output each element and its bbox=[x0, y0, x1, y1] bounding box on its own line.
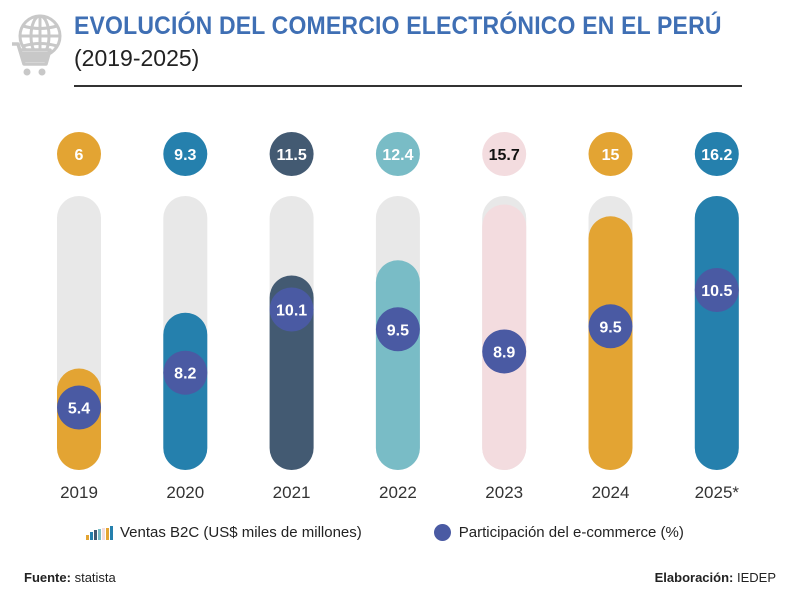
year-label: 2019 bbox=[60, 483, 98, 502]
legend-label-sales: Ventas B2C (US$ miles de millones) bbox=[120, 524, 362, 541]
legend-bar-swatch bbox=[98, 528, 101, 540]
share-dot bbox=[694, 268, 739, 312]
chart-title: EVOLUCIÓN DEL COMERCIO ELECTRÓNICO EN EL… bbox=[74, 12, 722, 40]
share-dot bbox=[482, 329, 527, 374]
share-value-label: 8.9 bbox=[493, 344, 515, 361]
sales-value-label: 15.7 bbox=[489, 147, 520, 164]
legend: Ventas B2C (US$ miles de millones) Parti… bbox=[86, 524, 756, 541]
legend-bar-swatch bbox=[102, 527, 105, 540]
legend-bar-swatch bbox=[86, 534, 89, 540]
sales-value-badge bbox=[482, 132, 527, 176]
share-dot bbox=[163, 350, 208, 395]
sales-value-label: 6 bbox=[75, 147, 84, 164]
sales-value-badge bbox=[694, 132, 739, 176]
legend-item-share: Participación del e-commerce (%) bbox=[433, 524, 684, 541]
sales-value-label: 11.5 bbox=[276, 147, 306, 164]
sales-value-label: 16.2 bbox=[701, 147, 732, 164]
year-label: 2022 bbox=[379, 483, 417, 502]
legend-bar-swatch bbox=[106, 527, 109, 540]
legend-bar-swatch bbox=[90, 531, 93, 540]
source-value: statista bbox=[74, 570, 116, 585]
credit-note: Elaboración: IEDEP bbox=[655, 570, 776, 585]
year-label: 2020 bbox=[166, 483, 204, 502]
sales-value-label: 15 bbox=[602, 147, 620, 164]
title-divider bbox=[74, 85, 742, 87]
share-value-label: 9.5 bbox=[387, 322, 409, 339]
sales-bar bbox=[375, 260, 420, 470]
share-value-label: 9.5 bbox=[599, 319, 621, 336]
year-label: 2023 bbox=[485, 483, 523, 502]
sales-bar bbox=[694, 196, 739, 470]
sales-value-label: 9.3 bbox=[174, 147, 196, 164]
year-label: 2024 bbox=[592, 483, 630, 502]
credit-label: Elaboración: bbox=[654, 570, 734, 585]
sales-value-badge bbox=[269, 132, 314, 176]
year-label: 2025* bbox=[695, 483, 740, 502]
dot-icon bbox=[433, 524, 451, 541]
sales-value-badge bbox=[57, 132, 101, 176]
share-value-label: 10.1 bbox=[276, 302, 307, 319]
share-value-label: 8.2 bbox=[174, 366, 196, 383]
share-value-label: 10.5 bbox=[701, 283, 732, 300]
share-dot bbox=[269, 287, 314, 332]
legend-item-sales: Ventas B2C (US$ miles de millones) bbox=[86, 524, 362, 541]
legend-bar-swatch bbox=[94, 529, 97, 540]
share-dot bbox=[588, 304, 633, 349]
bar-chart-icon bbox=[86, 525, 114, 540]
credit-value: IEDEP bbox=[736, 570, 776, 585]
chart-area: 6 5.4 2019 9.3 8.2 2020 11.5 10.1 2021 12.4 9.5 202… bbox=[57, 132, 740, 502]
share-dot bbox=[57, 385, 101, 430]
sales-value-badge bbox=[375, 132, 420, 176]
share-dot bbox=[375, 307, 420, 352]
chart-subtitle: (2019-2025) bbox=[74, 45, 200, 71]
sales-value-badge bbox=[163, 132, 208, 176]
sales-value-label: 12.4 bbox=[382, 147, 413, 164]
source-note: Fuente: statista bbox=[24, 570, 116, 585]
share-value-label: 5.4 bbox=[68, 401, 90, 418]
legend-label-share: Participación del e-commerce (%) bbox=[458, 524, 684, 541]
legend-bar-swatch bbox=[110, 525, 113, 540]
source-label: Fuente: bbox=[24, 570, 71, 585]
globe-cart-icon bbox=[12, 14, 62, 76]
year-label: 2021 bbox=[273, 483, 311, 502]
sales-value-badge bbox=[588, 132, 633, 176]
